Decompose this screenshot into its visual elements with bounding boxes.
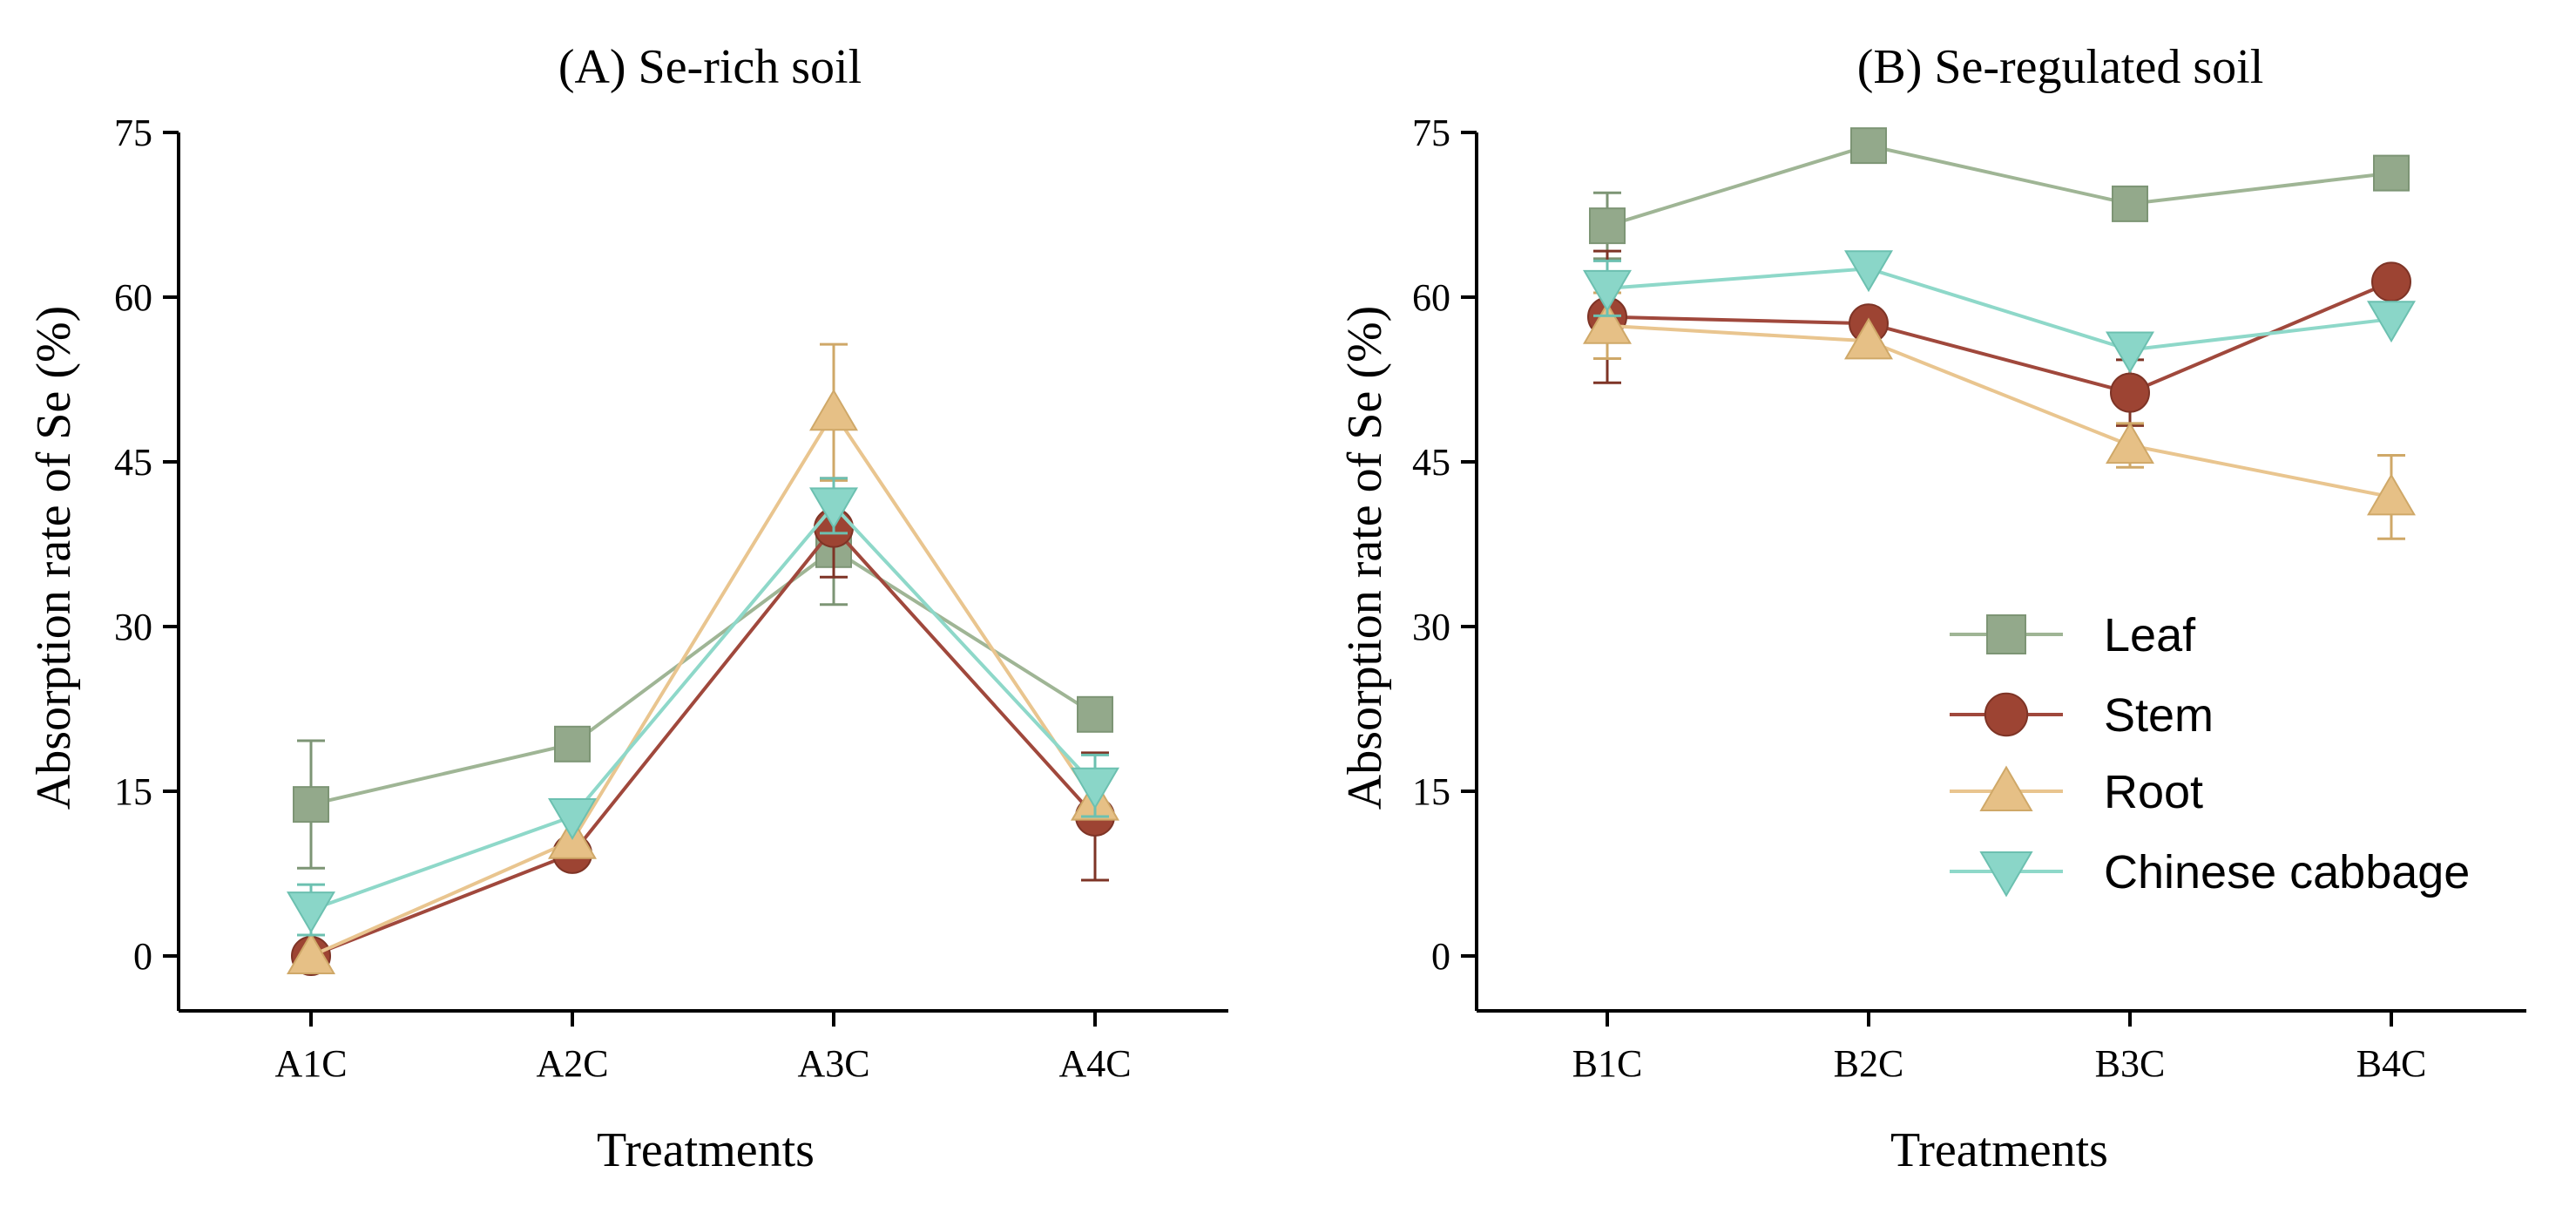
panel-a-leaf-point: [293, 786, 329, 824]
panel-b-series-chinese-cabbage: [1583, 250, 2416, 374]
panel-a: (A) Se-rich soil Absorption rate of Se (…: [27, 40, 1228, 1177]
panel-a-series: [287, 342, 1119, 976]
panel-b-root-point: [2106, 422, 2154, 464]
panel-b-x-tick-label: B2C: [1834, 1042, 1904, 1085]
panel-a-series-root: [287, 342, 1119, 974]
panel-b-root-point: [1844, 317, 1893, 360]
legend-marker-chinese-cabbage: [1979, 851, 2033, 898]
panel-b-chinese-cabbage-point: [2106, 331, 2154, 374]
panel-b-chinese-cabbage-point: [1583, 269, 1632, 312]
panel-a-x-tick-label: A3C: [797, 1042, 869, 1085]
legend-entry-leaf: Leaf: [1950, 609, 2196, 661]
panel-a-y-tick-label: 30: [114, 606, 152, 648]
legend-label-root: Root: [2104, 766, 2203, 818]
panel-b-root-point: [2367, 473, 2416, 516]
panel-b-y-tick-label: 0: [1431, 935, 1450, 978]
panel-a-series-chinese-cabbage: [287, 477, 1119, 937]
legend-entry-stem: Stem: [1950, 689, 2214, 742]
panel-b-chinese-cabbage-line: [1606, 267, 2392, 352]
panel-b-y-tick-label: 30: [1412, 606, 1450, 648]
panel-b-leaf-point: [1589, 207, 1626, 245]
panel-a-root-line: [310, 409, 1097, 958]
panel-b-series: [1583, 127, 2416, 540]
panel-b: (B) Se-regulated soil Absorption rate of…: [1338, 40, 2526, 1177]
panel-a-chinese-cabbage-point: [809, 487, 858, 530]
panel-b-axes: 0 15 30 45 60 75 B1C B2C B3C B4C: [1412, 112, 2526, 1085]
panel-a-y-tick-label: 60: [114, 276, 152, 319]
panel-b-chinese-cabbage-point: [2367, 301, 2416, 343]
legend-entry-root: Root: [1950, 765, 2203, 818]
legend-label-leaf: Leaf: [2104, 609, 2196, 661]
panel-b-y-tick-label: 15: [1412, 770, 1450, 813]
panel-b-series-leaf: [1589, 127, 2410, 261]
panel-a-root-point: [809, 389, 858, 431]
panel-b-stem-point: [2110, 372, 2150, 413]
legend-marker-root: [1979, 765, 2033, 811]
panel-a-chinese-cabbage-point: [1071, 767, 1119, 810]
panel-b-x-tick-label: B3C: [2095, 1042, 2166, 1085]
panel-b-leaf-point: [2112, 185, 2148, 222]
panel-a-axes: 0 15 30 45 60 75 A1C A2C A3C A4C: [114, 112, 1228, 1085]
panel-a-y-axis-label: Absorption rate of Se (%): [27, 306, 81, 810]
legend-label-stem: Stem: [2104, 689, 2214, 742]
panel-a-y-tick-label: 75: [114, 112, 152, 154]
panel-a-y-tick-label: 45: [114, 441, 152, 484]
panel-a-stem-line: [310, 525, 1097, 958]
panel-b-stem-point: [2371, 261, 2411, 302]
panel-a-chinese-cabbage-point: [287, 891, 335, 934]
legend-entry-chinese-cabbage: Chinese cabbage: [1950, 846, 2470, 898]
panel-b-y-tick-label: 75: [1412, 112, 1450, 154]
panel-a-chinese-cabbage-point: [548, 797, 597, 840]
panel-b-x-axis-label: Treatments: [1890, 1123, 2108, 1177]
panel-b-root-point: [1583, 302, 1632, 344]
panel-b-y-axis-label: Absorption rate of Se (%): [1338, 306, 1392, 810]
panel-b-y-tick-label: 60: [1412, 276, 1450, 319]
panel-a-y-tick-label: 15: [114, 770, 152, 813]
panel-a-x-tick-label: A4C: [1058, 1042, 1131, 1085]
panel-a-title: (A) Se-rich soil: [558, 40, 862, 94]
panel-a-leaf-line: [310, 547, 1097, 807]
panel-a-x-tick-label: A1C: [274, 1042, 347, 1085]
panel-a-x-axis-label: Treatments: [597, 1123, 815, 1177]
panel-b-leaf-point: [1850, 127, 1887, 165]
panel-b-leaf-point: [2373, 154, 2410, 192]
panel-a-chinese-cabbage-line: [310, 503, 1097, 912]
panel-a-root-point: [287, 932, 335, 974]
legend: Leaf Stem Root Chinese cabbage: [1950, 609, 2470, 898]
legend-marker-leaf: [1986, 614, 2026, 654]
panel-b-series-root: [1583, 291, 2416, 540]
panel-a-x-tick-label: A2C: [536, 1042, 608, 1085]
panel-a-y-tick-label: 0: [133, 935, 152, 978]
panel-b-stem-line: [1606, 280, 2392, 395]
legend-marker-stem: [1984, 692, 2029, 737]
panel-b-x-tick-label: B1C: [1572, 1042, 1643, 1085]
panel-b-title: (B) Se-regulated soil: [1857, 40, 2264, 94]
panel-b-root-line: [1606, 323, 2392, 499]
panel-a-leaf-point: [554, 725, 591, 762]
panel-a-leaf-point: [1077, 695, 1113, 733]
panel-b-y-tick-label: 45: [1412, 441, 1450, 484]
panel-b-x-tick-label: B4C: [2356, 1042, 2427, 1085]
panel-b-chinese-cabbage-point: [1844, 250, 1893, 293]
panel-b-leaf-line: [1606, 144, 2392, 228]
legend-label-chinese-cabbage: Chinese cabbage: [2104, 846, 2470, 898]
